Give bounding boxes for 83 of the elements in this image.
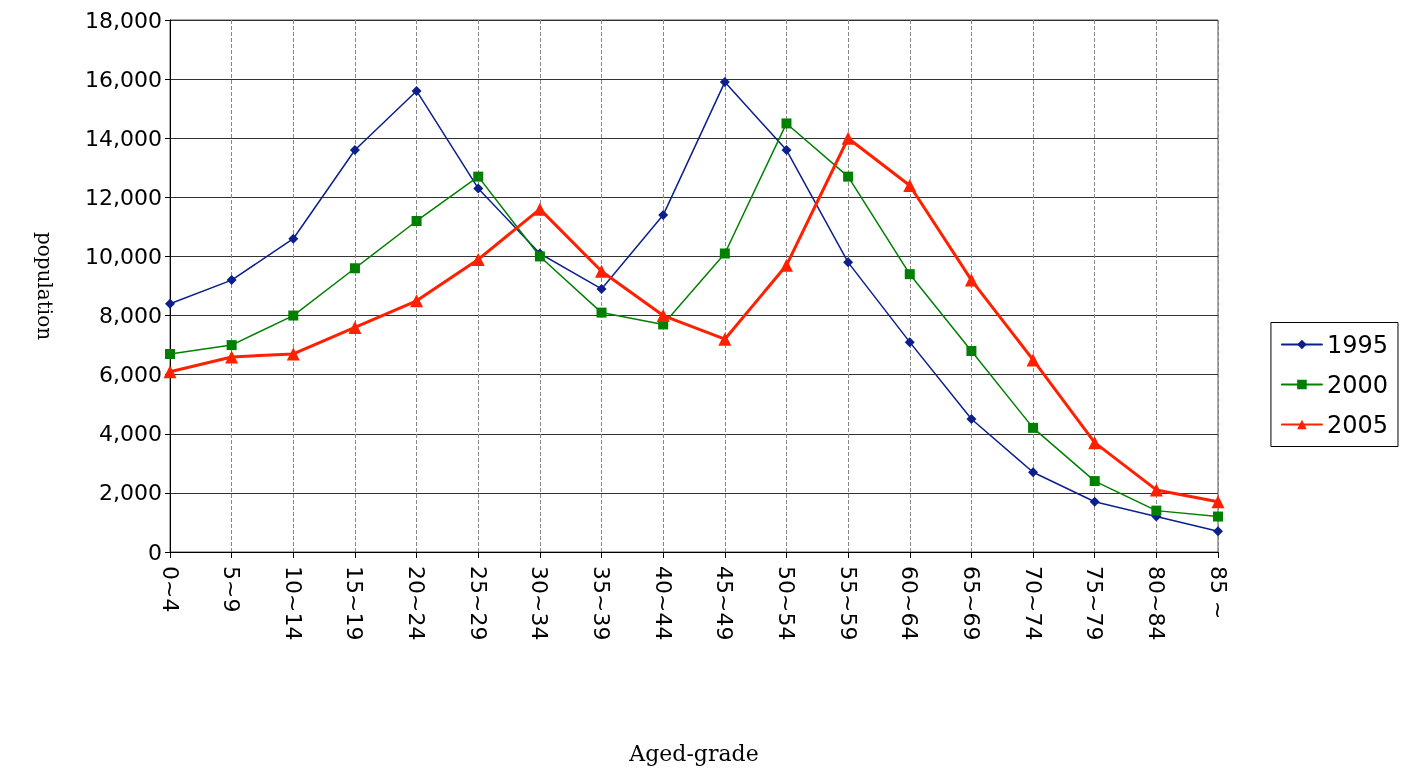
point xyxy=(225,350,239,364)
y-tick-label: 12,000 xyxy=(85,184,162,210)
x-tick-label: 5~9 xyxy=(219,566,245,613)
point xyxy=(841,131,855,145)
point xyxy=(163,365,177,379)
point xyxy=(595,264,609,278)
x-tick-label: 15~19 xyxy=(342,566,368,641)
point xyxy=(1149,483,1163,497)
y-tick-label: 0 xyxy=(148,539,162,565)
point xyxy=(411,215,422,226)
point xyxy=(471,252,485,266)
y-tick-label: 2,000 xyxy=(99,480,162,506)
x-axis-title: Aged-grade xyxy=(628,740,759,766)
point xyxy=(1089,476,1100,487)
point xyxy=(349,263,360,274)
point xyxy=(473,183,484,194)
legend-label: 2005 xyxy=(1326,410,1388,439)
point xyxy=(719,248,730,259)
x-tick-label: 55~59 xyxy=(835,566,861,641)
point xyxy=(473,171,484,182)
x-tick-label: 60~64 xyxy=(897,566,923,641)
y-tick-label: 14,000 xyxy=(85,125,162,151)
point xyxy=(226,275,237,286)
x-tick-label: 85 ~ xyxy=(1205,566,1231,620)
legend-label: 2000 xyxy=(1326,370,1388,399)
point xyxy=(411,85,422,96)
point xyxy=(165,298,175,309)
x-tick-label: 50~54 xyxy=(773,566,799,641)
x-tick-label: 75~79 xyxy=(1082,566,1108,641)
point xyxy=(903,179,917,193)
x-tick-label: 45~49 xyxy=(712,566,738,641)
point xyxy=(1089,496,1100,507)
point xyxy=(1211,495,1225,509)
point xyxy=(904,337,915,348)
point xyxy=(596,283,607,294)
point xyxy=(288,233,299,244)
point xyxy=(966,346,977,357)
point xyxy=(964,273,978,287)
x-tick-label: 35~39 xyxy=(589,566,615,641)
point xyxy=(165,348,175,359)
x-tick-label: 30~34 xyxy=(527,566,553,641)
point xyxy=(1026,353,1040,367)
point xyxy=(596,307,607,318)
point xyxy=(1213,526,1223,537)
point xyxy=(658,210,669,221)
y-tick-label: 8,000 xyxy=(99,303,162,329)
y-tick-label: 16,000 xyxy=(85,66,162,92)
point xyxy=(410,294,424,308)
y-tick-label: 6,000 xyxy=(99,362,162,388)
point xyxy=(843,257,854,268)
point xyxy=(226,340,237,351)
x-tick-label: 80~84 xyxy=(1143,566,1169,641)
x-tick-label: 20~24 xyxy=(404,566,430,641)
point xyxy=(286,347,300,361)
x-tick-label: 10~14 xyxy=(280,566,306,641)
y-tick-label: 18,000 xyxy=(85,7,162,33)
x-tick-label: 25~29 xyxy=(465,566,491,641)
point xyxy=(843,171,854,182)
point xyxy=(781,118,792,129)
point xyxy=(1028,467,1039,478)
point xyxy=(966,414,977,424)
point xyxy=(904,269,915,280)
point xyxy=(349,145,360,156)
point xyxy=(1213,511,1223,522)
x-tick-label: 0~4 xyxy=(157,566,183,613)
y-tick-label: 10,000 xyxy=(85,243,162,269)
point xyxy=(348,320,362,334)
point xyxy=(1088,436,1102,450)
point xyxy=(781,145,792,156)
y-axis-title: population xyxy=(33,231,57,341)
y-tick-label: 4,000 xyxy=(99,421,162,447)
point xyxy=(779,258,793,272)
x-tick-label: 40~44 xyxy=(650,566,676,641)
legend-label: 1995 xyxy=(1326,330,1388,359)
x-tick-label: 65~69 xyxy=(958,566,984,641)
point xyxy=(288,310,299,321)
point xyxy=(719,77,730,88)
point xyxy=(656,309,670,323)
point xyxy=(1151,505,1162,516)
point xyxy=(1028,422,1039,433)
point xyxy=(533,202,547,216)
x-tick-label: 70~74 xyxy=(1020,566,1046,641)
point xyxy=(718,332,732,346)
